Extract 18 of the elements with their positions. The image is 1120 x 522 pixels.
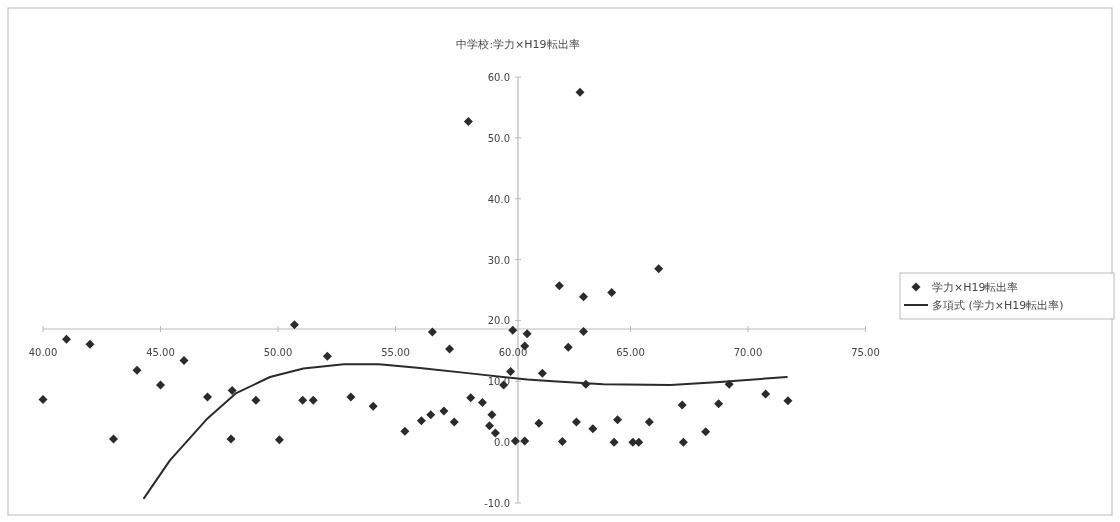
x-tick-label: 75.00 [851,347,880,358]
y-tick-label: 40.0 [487,193,510,205]
y-tick-label: 50.0 [487,132,510,144]
y-tick-label: 20.0 [487,315,510,327]
x-tick-label: 70.00 [733,347,763,358]
x-tick-label: 50.00 [263,347,293,358]
title: 中学校:学力×H19転出率 [456,38,580,51]
y-tick-label: 0.0 [494,437,510,449]
x-tick-label: 60.00 [498,347,528,358]
x-tick-label: 40.00 [28,347,58,358]
x-tick-label: 45.00 [146,347,175,358]
legend-label: 学力×H19転出率 [932,281,1019,294]
y-tick-label: -10.0 [484,498,510,509]
x-tick-label: 55.00 [381,347,410,358]
legend-label: 多項式 (学力×H19転出率) [932,299,1064,312]
y-tick-label: 30.0 [487,254,510,266]
y-tick-label: 60.0 [487,72,510,83]
x-tick-label: 65.00 [616,347,645,358]
